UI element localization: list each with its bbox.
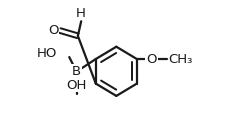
- Text: CH₃: CH₃: [167, 53, 192, 66]
- Text: H: H: [76, 7, 86, 20]
- Text: B: B: [72, 65, 81, 78]
- Text: OH: OH: [66, 79, 86, 92]
- Text: HO: HO: [36, 47, 56, 60]
- Text: O: O: [48, 24, 58, 37]
- Text: O: O: [146, 53, 156, 66]
